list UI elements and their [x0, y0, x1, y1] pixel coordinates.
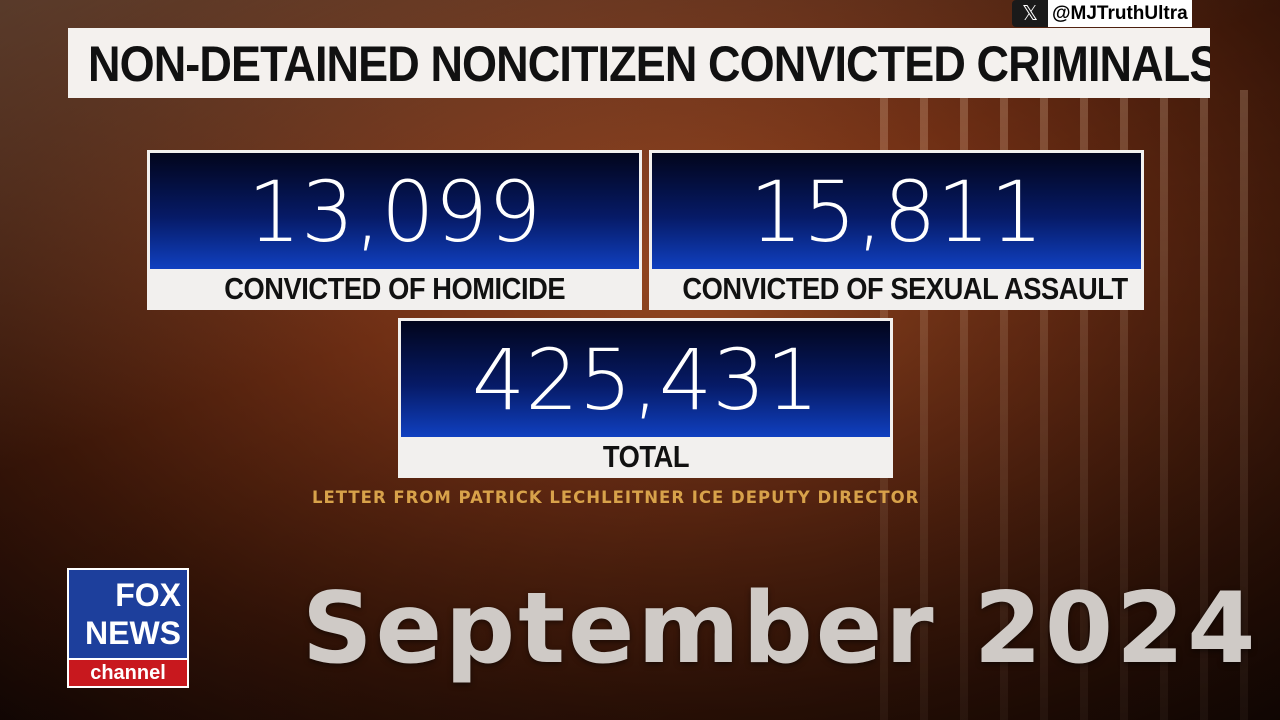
logo-line-2: NEWS	[85, 615, 181, 651]
source-citation: LETTER FROM PATRICK LECHLEITNER ICE DEPU…	[312, 488, 920, 507]
stat-value: 15,811	[652, 153, 1141, 269]
x-logo-icon: 𝕏	[1021, 1, 1039, 25]
watermark-badge: 𝕏 @MJTruthUltra	[1012, 0, 1192, 27]
stat-label-row: CONVICTED OF SEXUAL ASSAULT	[652, 269, 1141, 307]
logo-line-1: FOX	[115, 577, 181, 613]
stat-label-row: CONVICTED OF HOMICIDE	[150, 269, 639, 307]
watermark-handle: @MJTruthUltra	[1048, 0, 1192, 27]
stat-label: CONVICTED OF HOMICIDE	[224, 271, 565, 306]
stat-box-homicide: 13,099 CONVICTED OF HOMICIDE	[147, 150, 642, 310]
headline-title: NON-DETAINED NONCITIZEN CONVICTED CRIMIN…	[88, 36, 1210, 92]
logo-line-3: channel	[69, 660, 187, 686]
stat-label: TOTAL	[602, 439, 689, 474]
stat-value: 425,431	[401, 321, 890, 437]
date-overlay: September 2024	[302, 572, 1259, 686]
stat-label-row: TOTAL	[401, 437, 890, 475]
headline-bar: NON-DETAINED NONCITIZEN CONVICTED CRIMIN…	[68, 28, 1210, 98]
stat-box-sexual-assault: 15,811 CONVICTED OF SEXUAL ASSAULT	[649, 150, 1144, 310]
stat-box-total: 425,431 TOTAL	[398, 318, 893, 478]
stat-value: 13,099	[150, 153, 639, 269]
stat-label: CONVICTED OF SEXUAL ASSAULT	[682, 271, 1128, 306]
fox-news-logo: FOX NEWS channel	[67, 568, 189, 688]
